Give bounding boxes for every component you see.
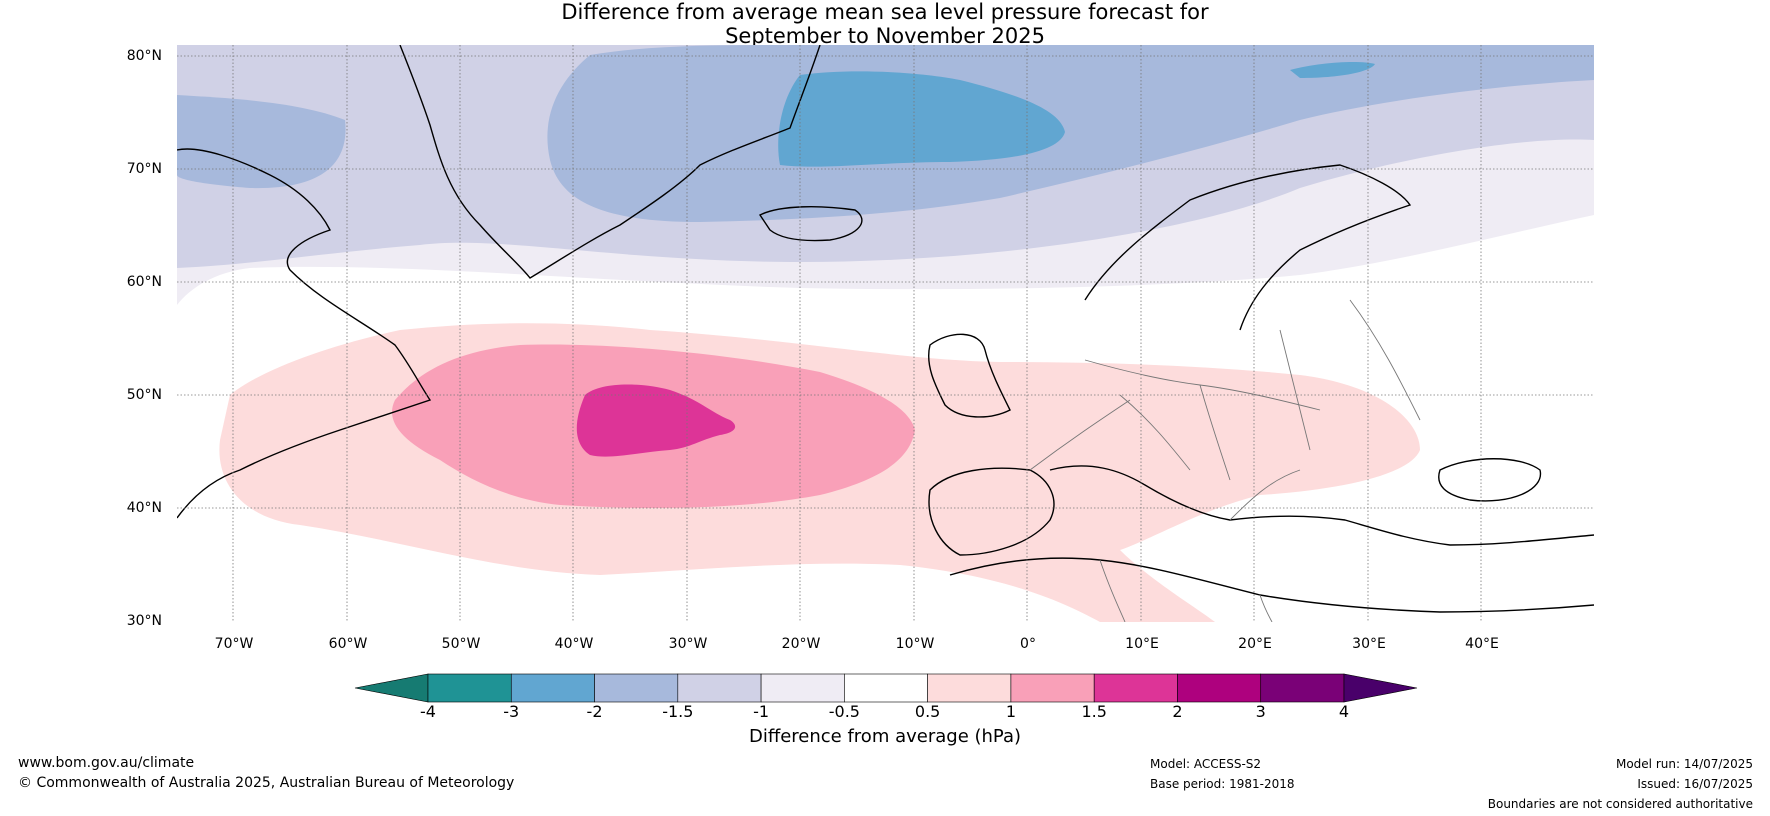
lon-label-10e: 10°E: [1125, 636, 1159, 652]
colorbar-label: Difference from average (hPa): [748, 726, 1022, 747]
colorbar-segment: [427, 673, 512, 703]
colorbar-tick-label: -1: [753, 702, 770, 721]
greenland-coast: [399, 45, 821, 279]
colorbar-segment: [1260, 673, 1345, 703]
footer-issued: Issued: 16/07/2025: [1637, 777, 1753, 791]
colorbar-tick-label: -1.5: [662, 702, 694, 721]
lon-label-50w: 50°W: [441, 636, 481, 652]
country-borders: [1029, 299, 1421, 622]
lon-label-70w: 70°W: [214, 636, 254, 652]
lat-label-70n: 70°N: [126, 161, 162, 177]
scandinavia-coast: [1084, 164, 1412, 331]
anomaly-band-pos-15-to-2: [576, 384, 736, 457]
colorbar-tick-label: 3: [1255, 702, 1266, 721]
anomaly-band-neg-3-to-2: [778, 71, 1065, 167]
lon-label-40w: 40°W: [554, 636, 594, 652]
colorbar-segment: [1177, 673, 1262, 703]
colorbar-tick-label: 0.5: [914, 702, 941, 721]
lon-label-20e: 20°E: [1238, 636, 1272, 652]
colorbar-segment: [927, 673, 1012, 703]
footer-copyright: © Commonwealth of Australia 2025, Austra…: [18, 775, 515, 791]
lat-label-50n: 50°N: [126, 387, 162, 403]
colorbar-segment: [1010, 673, 1095, 703]
anomaly-band-neg-2-to-15: [177, 95, 346, 189]
colorbar-segment: [594, 673, 679, 703]
mediterranean-north-coast: [1049, 465, 1594, 546]
black-sea-coast: [1438, 458, 1542, 502]
title-line2: September to November 2025: [725, 24, 1045, 48]
colorbar-tick-label: -4: [420, 702, 436, 721]
lon-label-30w: 30°W: [668, 636, 708, 652]
title-line1: Difference from average mean sea level p…: [561, 0, 1209, 24]
lat-label-30n: 30°N: [126, 613, 162, 629]
lon-label-0: 0°: [1020, 636, 1036, 652]
lat-label-80n: 80°N: [126, 48, 162, 64]
map-title: Difference from average mean sea level p…: [0, 0, 1770, 48]
colorbar-tick-label: -0.5: [828, 702, 860, 721]
colorbar-tick-label: 1: [1005, 702, 1016, 721]
colorbar-tick-label: -3: [503, 702, 520, 721]
colorbar-segment: [760, 673, 845, 703]
lon-label-30e: 30°E: [1352, 636, 1386, 652]
colorbar-segment: [510, 673, 595, 703]
colorbar-segments: [354, 673, 1418, 703]
footer-disclaimer: Boundaries are not considered authoritat…: [1487, 797, 1753, 811]
lon-label-10w: 10°W: [895, 636, 935, 652]
lon-label-20w: 20°W: [781, 636, 821, 652]
iceland-coast: [758, 206, 863, 242]
canada-coast: [177, 148, 432, 519]
footer-base-period: Base period: 1981-2018: [1150, 777, 1295, 791]
colorbar-segment: [1093, 673, 1178, 703]
colorbar-tick-label: -2: [586, 702, 603, 721]
lat-label-40n: 40°N: [126, 500, 162, 516]
lat-label-60n: 60°N: [126, 274, 162, 290]
lon-label-60w: 60°W: [328, 636, 368, 652]
footer-model: Model: ACCESS-S2: [1150, 757, 1262, 771]
colorbar-tick-label: 4: [1338, 702, 1350, 721]
footer-website: www.bom.gov.au/climate: [18, 755, 195, 771]
lon-label-40e: 40°E: [1465, 636, 1499, 652]
colorbar-extend-low: [354, 673, 429, 703]
colorbar-extend-high: [1343, 673, 1418, 703]
footer-model-run: Model run: 14/07/2025: [1615, 757, 1753, 771]
graticule: [177, 45, 1594, 622]
uk-coast: [928, 333, 1011, 418]
colorbar-tick-label: 1.5: [1081, 702, 1107, 721]
colorbar-segment: [844, 673, 928, 703]
colorbar-segment: [677, 673, 762, 703]
iberia-coast: [928, 467, 1055, 556]
colorbar-tick-label: 2: [1172, 702, 1183, 721]
anomaly-band-neg-3-to-2b: [1290, 62, 1375, 78]
